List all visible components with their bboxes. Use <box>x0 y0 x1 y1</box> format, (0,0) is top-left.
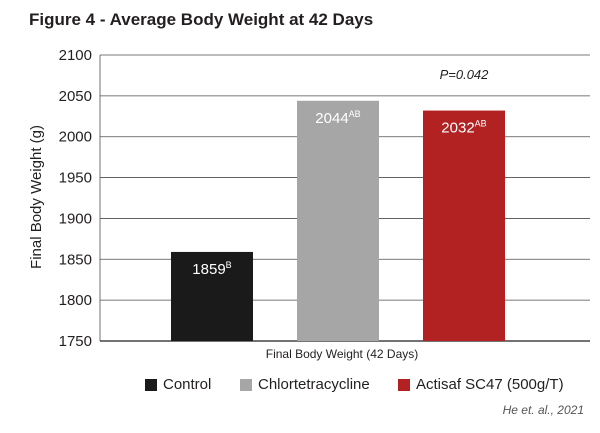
y-tick-label: 2100 <box>59 47 92 64</box>
bar-value-labels: 1859B 2044AB 2032AB <box>192 109 486 278</box>
x-axis-label: Final Body Weight (42 Days) <box>266 347 419 361</box>
y-axis-label: Final Body Weight (g) <box>28 125 45 269</box>
y-tick-labels: 1750 1800 1850 1900 1950 2000 2050 2100 <box>59 47 92 350</box>
y-tick-label: 1800 <box>59 292 92 309</box>
bar-value-label: 2044AB <box>315 109 360 127</box>
bar-control <box>171 251 253 341</box>
bars <box>171 100 505 342</box>
legend-item-chlortetracycline: Chlortetracycline <box>240 376 370 393</box>
y-tick-label: 1850 <box>59 251 92 268</box>
citation: He et. al., 2021 <box>502 403 584 417</box>
legend-item-control: Control <box>145 376 211 393</box>
figure-title: Figure 4 - Average Body Weight at 42 Day… <box>29 10 374 29</box>
legend-item-actisaf: Actisaf SC47 (500g/T) <box>398 376 564 393</box>
y-tick-label: 2000 <box>59 129 92 146</box>
bar-actisaf-sc47-500g-t <box>423 110 505 342</box>
bar-chlortetracycline <box>297 100 379 341</box>
legend-label-control: Control <box>163 376 212 393</box>
legend-swatch-chlortetracycline <box>240 378 252 391</box>
y-tick-label: 2050 <box>59 88 92 105</box>
legend-swatch-actisaf <box>398 378 410 391</box>
legend-label-actisaf: Actisaf SC47 (500g/T) <box>416 376 564 393</box>
bar-value-label: 2032AB <box>441 119 486 137</box>
legend: Control Chlortetracycline Actisaf SC47 (… <box>0 376 600 396</box>
y-tick-label: 1950 <box>59 170 92 187</box>
y-tick-label: 1750 <box>59 333 92 350</box>
y-tick-label: 1900 <box>59 210 92 227</box>
p-value-annotation: P=0.042 <box>440 67 490 82</box>
legend-swatch-control <box>145 378 157 391</box>
legend-label-chlortetracycline: Chlortetracycline <box>258 376 370 393</box>
bar-chart: 1750 1800 1850 1900 1950 2000 2050 2100 1859B 20… <box>28 47 590 361</box>
bar-value-label: 1859B <box>192 260 231 278</box>
